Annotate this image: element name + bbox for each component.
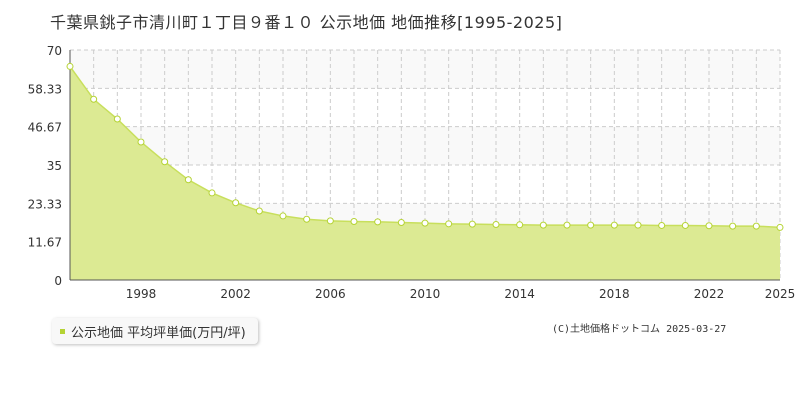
data-point [587,221,595,229]
legend: 公示地価 平均坪単価(万円/坪) [52,318,258,344]
data-point [421,219,429,227]
data-point [610,221,618,229]
data-point [468,220,476,228]
data-point [539,221,547,229]
data-point [492,220,500,228]
data-point [397,219,405,226]
x-tick-label: 2018 [599,287,630,301]
data-point [232,199,240,207]
y-tick-label: 23.33 [28,197,62,211]
y-tick-label: 0 [54,274,62,288]
data-point [516,221,524,229]
x-tick-label: 2006 [315,287,346,301]
axes [69,50,780,281]
x-tick-label: 2010 [410,287,441,301]
y-tick-label: 35 [47,159,62,173]
data-point [658,221,666,229]
data-point [279,212,287,220]
data-point [255,207,263,215]
data-point [303,215,311,223]
data-point [137,138,145,146]
data-point [374,218,382,226]
data-point [350,218,358,226]
data-point [326,217,334,225]
data-point [445,220,453,228]
series-points [66,62,784,231]
plot-band [70,126,780,165]
legend-label: 公示地価 平均坪単価(万円/坪) [71,325,246,341]
series-area [69,65,781,280]
data-point [66,62,74,70]
legend-marker-icon [60,328,65,334]
data-point [90,95,98,103]
x-tick-labels: 1998 2002 2006 2010 2014 2018 2022 2025 [126,287,796,301]
data-point [161,158,169,166]
y-tick-label: 46.67 [28,121,62,135]
data-point [563,221,571,229]
x-tick-label: 2025 [765,287,796,301]
data-point [208,189,216,197]
data-point [113,115,121,123]
series-fill [70,66,780,280]
data-point [705,222,713,230]
plot-band [70,50,780,89]
data-point [729,222,737,230]
y-tick-label: 70 [47,44,62,58]
chart-title: 千葉県銚子市清川町１丁目９番１０ 公示地価 地価推移[1995-2025] [50,13,563,32]
y-tick-labels: 0 11.67 23.33 35 46.67 58.33 70 [28,44,62,288]
copyright-text: (C)土地価格ドットコム 2025-03-27 [552,324,727,335]
data-point [681,221,689,229]
x-tick-label: 2002 [220,287,251,301]
y-tick-label: 58.33 [28,82,62,96]
x-tick-label: 2022 [694,287,725,301]
data-point [752,222,760,230]
y-tick-label: 11.67 [28,236,62,250]
data-point [776,223,784,231]
data-point [634,221,642,229]
x-tick-label: 1998 [126,287,157,301]
x-tick-label: 2014 [504,287,535,301]
data-point [184,176,192,184]
